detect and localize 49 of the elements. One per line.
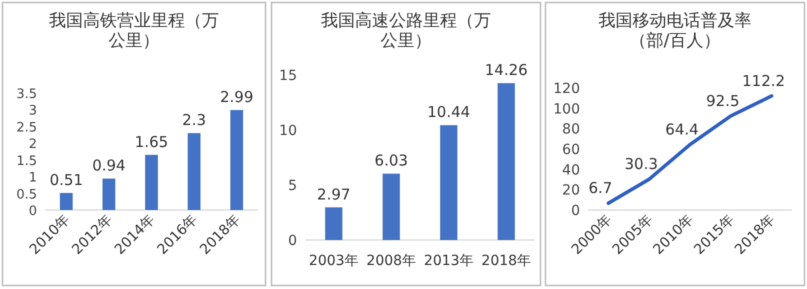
y-tick-label: 3	[28, 104, 37, 119]
y-tick-label: 2.5	[16, 120, 37, 136]
y-tick-label: 5	[288, 178, 297, 194]
y-tick-label: 80	[562, 122, 580, 138]
data-label: 2.99	[220, 88, 254, 106]
bar	[60, 192, 73, 210]
y-tick-label: 120	[553, 81, 580, 97]
x-tick-label: 2003年	[308, 253, 359, 269]
chart-title: 我国高铁营业里程（万公里）	[49, 11, 219, 51]
bar	[188, 133, 200, 210]
data-label: 14.26	[484, 61, 528, 80]
x-tick-label: 2013年	[424, 253, 474, 269]
y-tick-label: 0	[571, 203, 580, 219]
data-label: 1.65	[134, 132, 168, 151]
bar	[145, 154, 158, 210]
y-tick-label: 2	[28, 137, 37, 152]
x-tick-label: 2018年	[481, 253, 532, 269]
data-label: 92.5	[706, 92, 740, 110]
y-tick-label: 20	[562, 182, 580, 199]
bar	[382, 174, 400, 240]
y-tick-label: 1	[28, 170, 37, 186]
data-label: 112.2	[742, 72, 786, 90]
data-label: 2.97	[317, 185, 350, 204]
data-label: 0.94	[92, 156, 126, 175]
y-tick-label: 0	[288, 233, 297, 249]
data-label: 6.03	[374, 152, 408, 170]
y-tick-label: 1.5	[16, 154, 37, 169]
y-tick-label: 10	[279, 123, 297, 139]
chart-title: 我国移动电话普及率（部/百人）	[598, 11, 752, 51]
bar	[498, 83, 515, 240]
data-label: 30.3	[624, 155, 658, 174]
bar	[440, 125, 458, 240]
data-label: 10.44	[427, 103, 470, 122]
bar	[230, 110, 244, 210]
y-tick-label: 0	[28, 204, 37, 219]
chart-title: 我国高速公路里程（万公里）	[321, 11, 491, 51]
data-label: 0.51	[50, 170, 84, 189]
y-tick-label: 3.5	[16, 87, 37, 102]
data-label: 6.7	[588, 179, 612, 198]
y-tick-label: 100	[553, 101, 580, 118]
x-tick-label: 2008年	[366, 253, 416, 269]
data-label: 64.4	[665, 120, 699, 139]
y-tick-label: 60	[562, 142, 580, 158]
y-tick-label: 40	[562, 162, 580, 178]
bar	[325, 207, 342, 240]
y-tick-label: 0.5	[16, 187, 37, 202]
bar	[102, 178, 116, 210]
data-label: 2.3	[182, 111, 206, 130]
y-tick-label: 15	[279, 68, 297, 84]
